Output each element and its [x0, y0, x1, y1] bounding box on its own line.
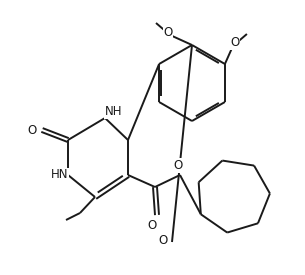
Text: O: O: [163, 26, 173, 38]
Text: O: O: [147, 219, 157, 232]
Text: O: O: [173, 159, 183, 172]
Text: O: O: [230, 37, 239, 50]
Text: NH: NH: [105, 105, 123, 118]
Text: O: O: [28, 123, 37, 136]
Text: O: O: [159, 233, 168, 246]
Text: HN: HN: [51, 169, 68, 182]
